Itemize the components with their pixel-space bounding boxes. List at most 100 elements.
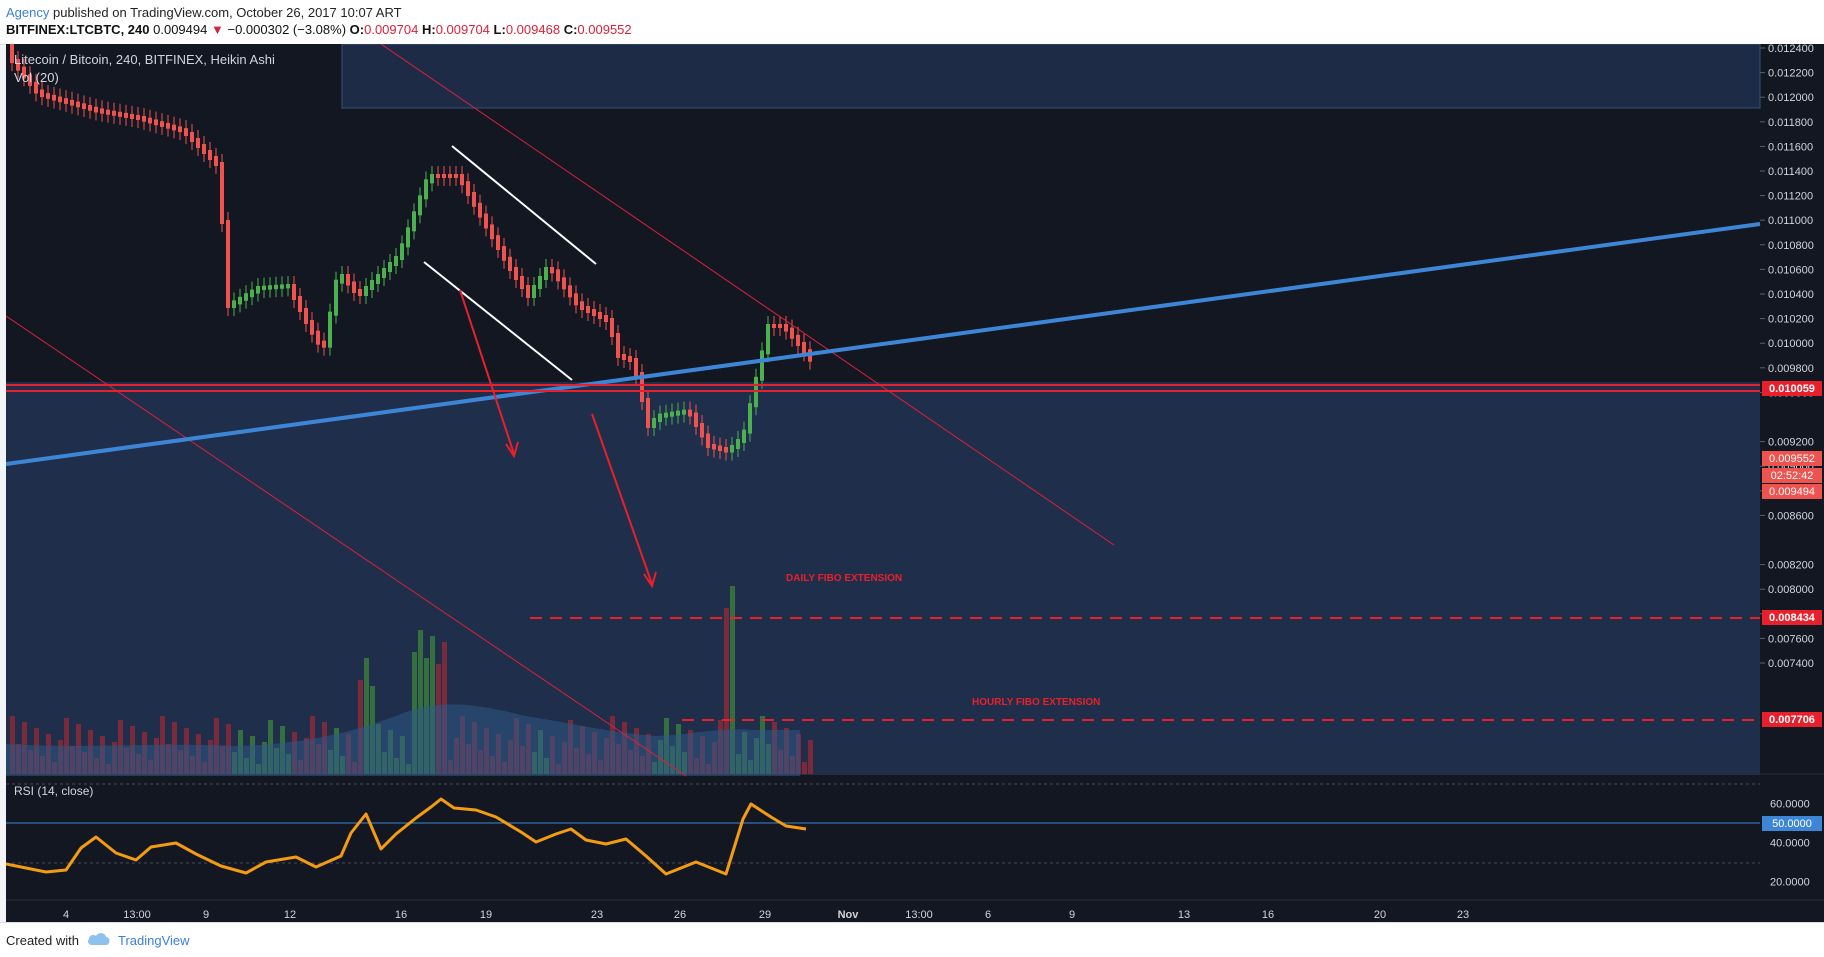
candle-body bbox=[664, 412, 668, 418]
candle-body bbox=[124, 112, 128, 118]
candle-body bbox=[670, 411, 674, 417]
rsi-line bbox=[5, 797, 807, 876]
candle-body bbox=[676, 410, 680, 416]
candle-body bbox=[52, 94, 56, 101]
candle-body bbox=[592, 309, 596, 316]
candle-body bbox=[550, 267, 554, 274]
candle-body bbox=[166, 122, 170, 129]
candle-countdown: 02:52:42 bbox=[1762, 468, 1822, 483]
price-tick-13: 0.009800 bbox=[1768, 363, 1814, 375]
price-tick-8: 0.010800 bbox=[1768, 240, 1814, 252]
price-label-daily-fibo: 0.008434 bbox=[1762, 610, 1822, 625]
candle-body bbox=[172, 124, 176, 131]
candle-body bbox=[256, 286, 260, 294]
quote-line: BITFINEX:LTCBTC, 240 0.009494 ▼ −0.00030… bbox=[6, 22, 632, 37]
svg-text:0.007706: 0.007706 bbox=[1769, 714, 1815, 726]
candle-body bbox=[784, 324, 788, 332]
volume-bar bbox=[364, 658, 369, 774]
time-tick-2: 9 bbox=[203, 909, 209, 921]
price-tick-6: 0.011200 bbox=[1768, 191, 1813, 203]
candle-body bbox=[262, 285, 266, 290]
candle-body bbox=[88, 105, 92, 111]
price-tick-0: 0.012400 bbox=[1768, 44, 1814, 55]
publish-text: published on TradingView.com, October 26… bbox=[49, 5, 402, 20]
price-tick-1: 0.012200 bbox=[1768, 68, 1814, 80]
candle-body bbox=[220, 162, 224, 224]
volume-bar bbox=[802, 762, 807, 774]
candle-body bbox=[148, 117, 152, 124]
chart-svg[interactable]: DAILY FIBO EXTENSION HOURLY FIBO EXTENSI… bbox=[5, 36, 1824, 922]
candle-body bbox=[58, 96, 62, 103]
tradingview-cloud-icon bbox=[88, 933, 110, 945]
time-axis[interactable]: 4 13:00 9 12 16 19 23 26 29 Nov 13:00 6 9 13 16 20 23 bbox=[63, 909, 1469, 921]
candle-body bbox=[196, 138, 200, 148]
candle-body bbox=[640, 372, 644, 402]
candle-body bbox=[244, 293, 248, 301]
candle-body bbox=[154, 119, 158, 126]
candle-body bbox=[274, 284, 278, 290]
author-link[interactable]: Agency bbox=[6, 5, 50, 20]
time-tick-12: 9 bbox=[1069, 909, 1075, 921]
price-label-close: 0.009552 bbox=[1762, 451, 1822, 466]
candle-body bbox=[316, 330, 320, 345]
candle-body bbox=[730, 445, 734, 453]
footer: Created with TradingView bbox=[0, 922, 1824, 957]
candle-body bbox=[562, 277, 566, 290]
candle-body bbox=[706, 433, 710, 448]
down-arrow-2-head bbox=[643, 571, 657, 589]
candle-body bbox=[544, 267, 548, 280]
candle-body bbox=[802, 342, 806, 354]
price-tick-12: 0.010000 bbox=[1768, 338, 1814, 350]
candle-body bbox=[22, 66, 26, 79]
svg-text:0.008434: 0.008434 bbox=[1769, 612, 1816, 624]
candle-body bbox=[568, 285, 572, 298]
price-tick-10: 0.010400 bbox=[1768, 289, 1814, 301]
last-price: 0.009494 bbox=[153, 22, 208, 37]
candle-body bbox=[700, 423, 704, 438]
time-tick-13: 13 bbox=[1178, 909, 1190, 921]
rsi-legend: RSI (14, close) bbox=[14, 784, 93, 798]
price-label-hourly-fibo: 0.007706 bbox=[1762, 712, 1822, 727]
price-tick-22: 0.007600 bbox=[1768, 633, 1814, 645]
candle-body bbox=[238, 296, 242, 305]
candle-body bbox=[226, 220, 230, 308]
price-tick-3: 0.011800 bbox=[1768, 117, 1813, 129]
volume-bar bbox=[358, 680, 363, 774]
candle-body bbox=[586, 306, 590, 313]
price-label-last: 0.009494 bbox=[1762, 484, 1822, 499]
price-tick-4: 0.011600 bbox=[1768, 141, 1813, 153]
candle-body bbox=[202, 144, 206, 154]
candle-body bbox=[772, 324, 776, 328]
candle-body bbox=[358, 289, 362, 296]
price-tick-11: 0.010200 bbox=[1768, 314, 1814, 326]
candle-body bbox=[364, 286, 368, 296]
publish-info: Agency published on TradingView.com, Oct… bbox=[6, 5, 402, 20]
candle-body bbox=[382, 268, 386, 278]
candle-body bbox=[16, 59, 20, 71]
down-arrow-2 bbox=[591, 413, 653, 585]
header-bar: Agency published on TradingView.com, Oct… bbox=[0, 0, 1824, 45]
rsi-axis[interactable]: 60.0000 40.0000 20.0000 bbox=[1770, 799, 1810, 889]
price-change: −0.000302 (−3.08%) bbox=[227, 22, 347, 37]
chart-area[interactable]: DAILY FIBO EXTENSION HOURLY FIBO EXTENSI… bbox=[5, 36, 1824, 922]
candle-body bbox=[406, 227, 410, 248]
candle-body bbox=[718, 445, 722, 451]
red-trendline-upper bbox=[380, 43, 1115, 546]
candle-body bbox=[466, 181, 470, 196]
candle-body bbox=[634, 358, 638, 376]
candle-body bbox=[508, 256, 512, 271]
volume-bar bbox=[724, 608, 729, 774]
price-tick-7: 0.011000 bbox=[1768, 215, 1813, 227]
svg-text:0.009552: 0.009552 bbox=[1769, 453, 1815, 465]
candle-body bbox=[472, 192, 476, 207]
high-value: 0.009704 bbox=[435, 22, 490, 37]
tradingview-link[interactable]: TradingView bbox=[118, 933, 190, 948]
candle-body bbox=[70, 99, 74, 106]
time-tick-1: 13:00 bbox=[123, 909, 151, 921]
candle-body bbox=[82, 103, 86, 110]
candle-body bbox=[478, 202, 482, 218]
candle-body bbox=[208, 150, 212, 160]
candle-body bbox=[436, 174, 440, 178]
candle-body bbox=[268, 285, 272, 290]
volume-bar bbox=[430, 636, 435, 774]
